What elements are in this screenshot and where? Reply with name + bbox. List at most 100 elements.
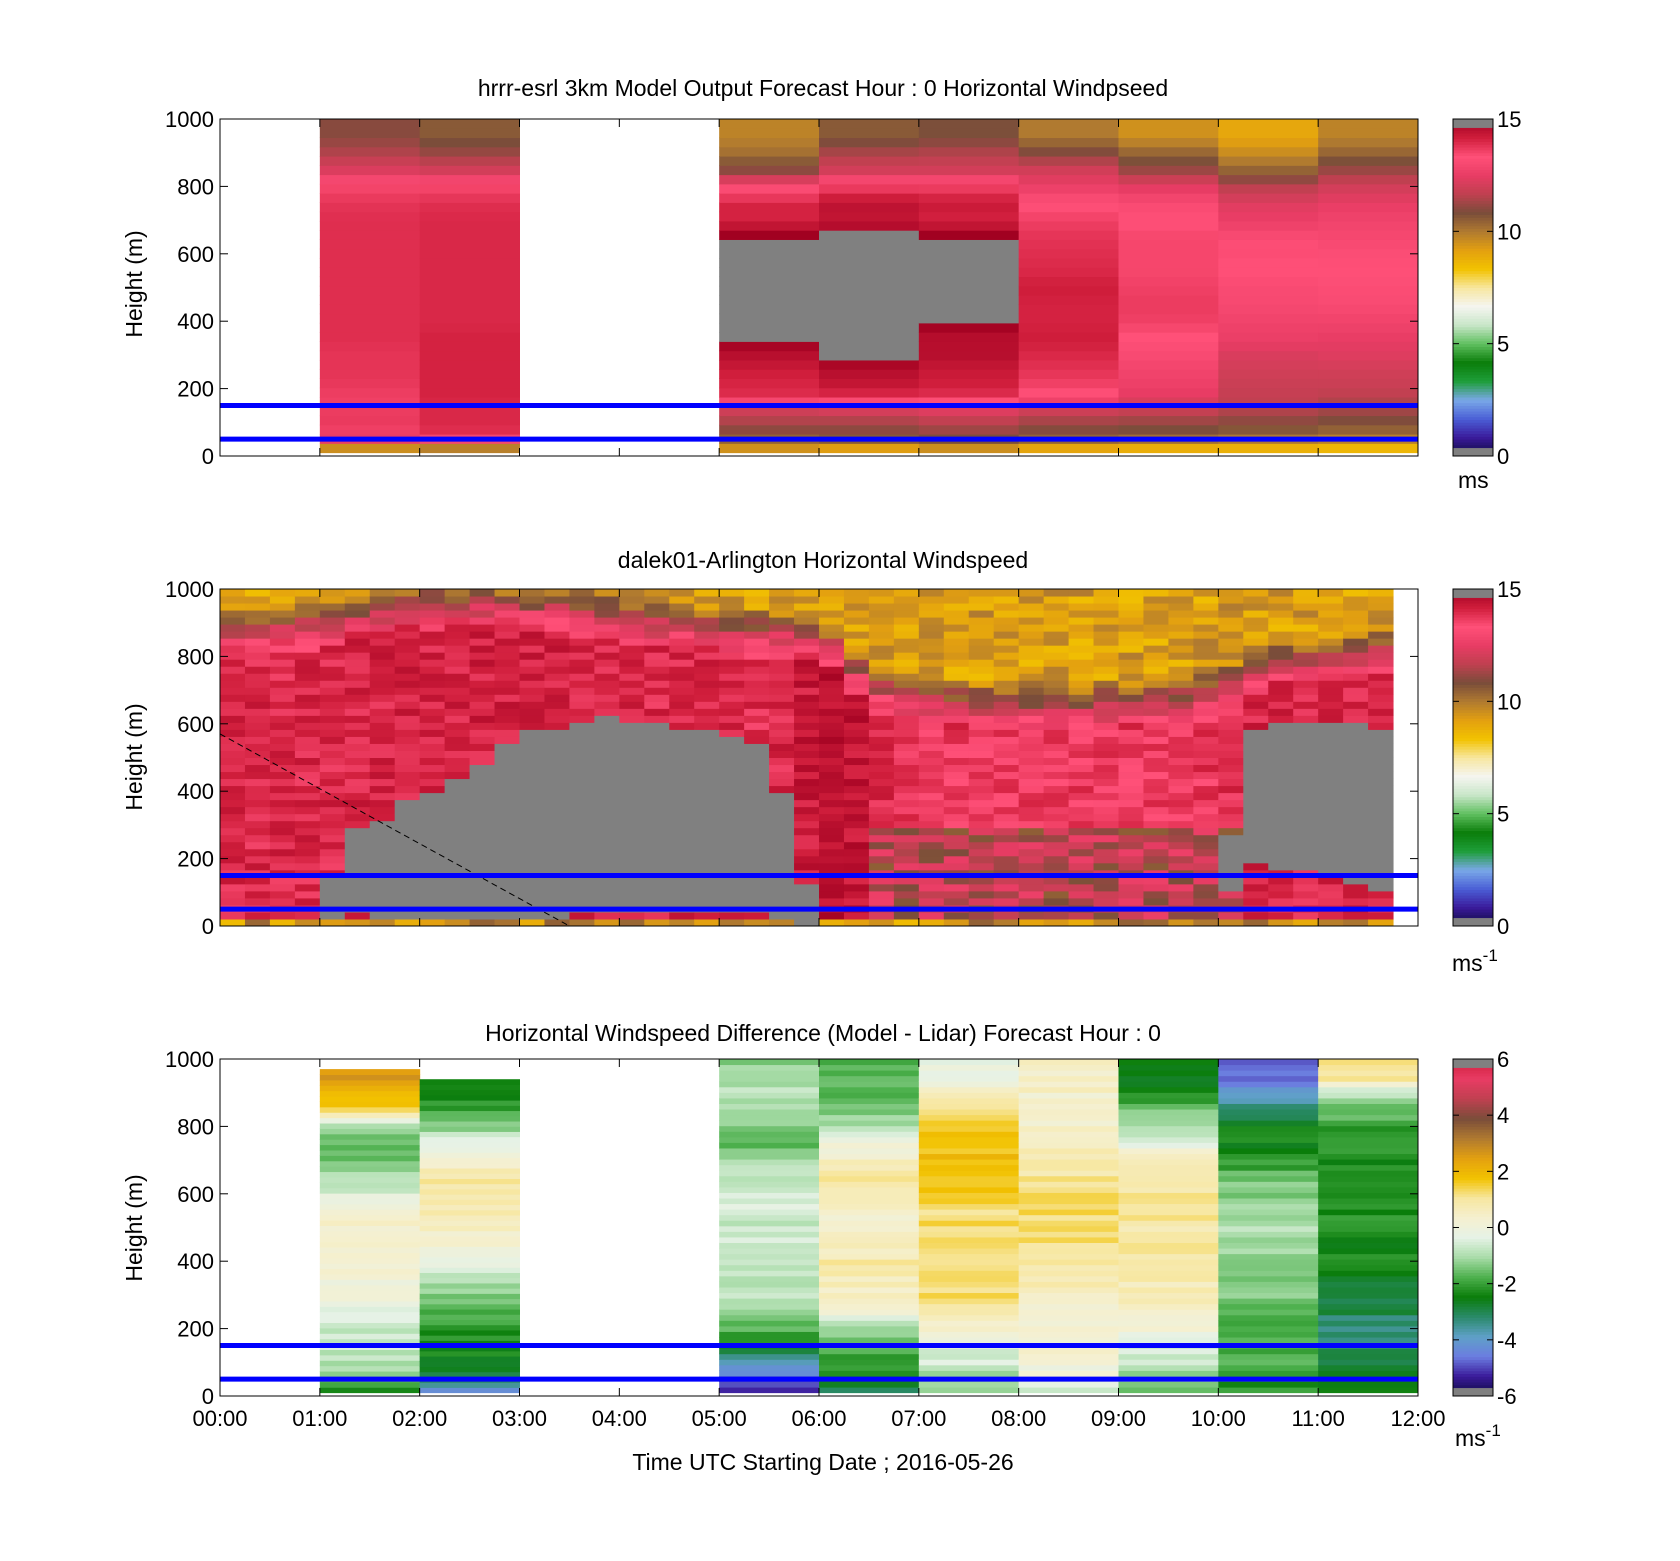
heatmap-cell	[1268, 645, 1294, 653]
heatmap-cell	[419, 883, 446, 892]
heatmap-cell	[1018, 1070, 1119, 1077]
y-tick-label: 600	[177, 1182, 214, 1207]
heatmap-cell	[1218, 1348, 1319, 1355]
heatmap-cell	[1218, 165, 1319, 176]
heatmap-cell	[1243, 883, 1269, 892]
heatmap-cell	[319, 603, 346, 611]
heatmap-cell	[319, 1236, 421, 1243]
heatmap-cell	[394, 645, 421, 653]
heatmap-cell	[968, 778, 995, 787]
heatmap-cell	[819, 778, 845, 787]
colorbar-segment	[1453, 276, 1493, 280]
heatmap-cell	[1318, 1164, 1419, 1171]
heatmap-cell	[1118, 813, 1144, 822]
heatmap-cell	[819, 673, 845, 681]
heatmap-cell	[344, 666, 371, 674]
heatmap-cell	[344, 624, 371, 632]
colorbar-unit-superscript: -1	[1486, 1421, 1501, 1440]
heatmap-cell	[868, 659, 895, 667]
heatmap-cell	[669, 848, 695, 857]
colorbar-segment	[1453, 366, 1493, 370]
heatmap-cell	[1293, 638, 1319, 646]
heatmap-cell	[594, 736, 620, 744]
colorbar-segment	[1453, 1084, 1493, 1088]
heatmap-cell	[918, 202, 1020, 213]
panel-title: hrrr-esrl 3km Model Output Forecast Hour…	[478, 75, 1168, 101]
colorbar-segment	[1453, 1067, 1493, 1071]
heatmap-cell	[1018, 1086, 1119, 1093]
heatmap-cell	[619, 890, 645, 899]
heatmap-cell	[744, 638, 770, 646]
heatmap-cell	[1118, 276, 1219, 287]
heatmap-cell	[1368, 855, 1394, 864]
heatmap-cell	[719, 1298, 820, 1305]
heatmap-cell	[1118, 1303, 1219, 1310]
heatmap-cell	[868, 764, 895, 773]
heatmap-cell	[1318, 1231, 1419, 1238]
colorbar-segment	[1453, 1207, 1493, 1212]
x-tick-label: 08:00	[991, 1406, 1046, 1431]
heatmap-cell	[943, 708, 970, 716]
heatmap-cell	[1318, 202, 1419, 213]
heatmap-cell	[269, 820, 296, 829]
heatmap-cell	[1318, 341, 1419, 352]
heatmap-cell	[1293, 680, 1319, 688]
heatmap-cell	[669, 736, 695, 744]
heatmap-cell	[394, 764, 421, 773]
heatmap-cell	[1218, 673, 1244, 681]
heatmap-cell	[319, 876, 346, 885]
heatmap-cell	[819, 1136, 920, 1143]
heatmap-cell	[319, 258, 421, 268]
colorbar-segment	[1453, 1353, 1493, 1358]
heatmap-cell	[244, 841, 271, 850]
heatmap-cell	[1018, 1136, 1119, 1143]
heatmap-cell	[1368, 813, 1394, 822]
heatmap-cell	[1343, 603, 1369, 611]
heatmap-cell	[569, 848, 595, 857]
heatmap-cell	[244, 778, 271, 787]
heatmap-cell	[1143, 715, 1169, 723]
colorbar-segment	[1453, 352, 1493, 356]
colorbar-segment	[1453, 653, 1493, 657]
heatmap-cell	[819, 1203, 920, 1210]
heatmap-cell	[1243, 708, 1269, 716]
heatmap-cell	[419, 1136, 520, 1143]
heatmap-cell	[1318, 722, 1344, 730]
heatmap-cell	[1018, 1370, 1119, 1377]
heatmap-cell	[694, 820, 720, 829]
heatmap-cell	[719, 764, 745, 773]
heatmap-cell	[968, 862, 995, 871]
heatmap-cell	[719, 1170, 820, 1177]
heatmap-cell	[1018, 1186, 1119, 1193]
colorbar-segment	[1453, 1283, 1493, 1287]
heatmap-cell	[569, 876, 595, 885]
heatmap-cell	[694, 785, 720, 794]
heatmap-cell	[369, 729, 396, 737]
heatmap-cell	[1318, 1070, 1419, 1077]
heatmap-cell	[619, 918, 645, 927]
heatmap-cell	[843, 589, 870, 597]
heatmap-cell	[819, 1125, 920, 1132]
heatmap-cell	[1218, 1092, 1319, 1099]
heatmap-cell	[769, 862, 795, 871]
heatmap-cell	[669, 799, 695, 808]
heatmap-cell	[544, 834, 570, 843]
heatmap-cell	[1093, 848, 1119, 857]
heatmap-cell	[943, 603, 970, 611]
heatmap-cell	[1318, 156, 1419, 166]
heatmap-cell	[1218, 1298, 1319, 1305]
heatmap-cell	[1093, 603, 1119, 611]
heatmap-cell	[1093, 610, 1119, 618]
heatmap-cell	[1318, 827, 1344, 836]
heatmap-cell	[1118, 645, 1144, 653]
heatmap-cell	[644, 603, 670, 611]
heatmap-cell	[1293, 820, 1319, 829]
colorbar-segment	[1453, 281, 1493, 286]
heatmap-cell	[220, 617, 246, 625]
heatmap-cell	[1018, 211, 1119, 222]
heatmap-cell	[1018, 128, 1119, 139]
heatmap-cell	[344, 694, 371, 702]
heatmap-cell	[469, 855, 496, 864]
heatmap-cell	[719, 258, 820, 268]
heatmap-cell	[1318, 1186, 1419, 1193]
